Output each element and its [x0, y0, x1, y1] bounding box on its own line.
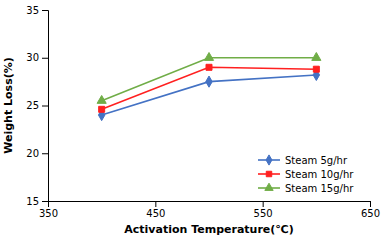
- y-tick-mark: [42, 10, 48, 11]
- series: [97, 52, 321, 103]
- legend-marker: [266, 171, 271, 176]
- y-tick-label: 15: [26, 196, 39, 207]
- series-line: [102, 58, 317, 101]
- point-marker: [206, 76, 212, 87]
- legend-label: Steam 10g/hr: [285, 169, 354, 180]
- point-marker: [99, 106, 105, 112]
- y-tick-label: 35: [26, 5, 39, 16]
- x-tick: 350: [39, 201, 58, 219]
- series: [98, 69, 319, 120]
- y-tick: 25: [26, 100, 48, 111]
- x-tick-label: 350: [39, 208, 58, 219]
- plot: 350 450 550 650 15 20 25 30 35 Steam 5g/hr Steam 1…: [26, 5, 380, 219]
- legend-label: Steam 15g/hr: [285, 183, 354, 194]
- chart: 350 450 550 650 15 20 25 30 35 Steam 5g/hr Steam 1…: [0, 0, 384, 239]
- y-tick: 15: [26, 196, 48, 207]
- y-axis: 15 20 25 30 35: [26, 5, 48, 207]
- y-tick-mark: [42, 58, 48, 59]
- x-tick-label: 550: [254, 208, 273, 219]
- legend-marker: [265, 183, 273, 190]
- point-marker: [206, 64, 212, 70]
- legend-item: Steam 5g/hr: [258, 155, 348, 166]
- x-tick-mark: [370, 201, 371, 207]
- x-tick-mark: [263, 201, 264, 207]
- y-tick: 30: [26, 52, 48, 63]
- y-tick-label: 20: [26, 148, 39, 159]
- y-axis-title: Weight Loss(%): [2, 57, 15, 154]
- y-tick: 20: [26, 148, 48, 159]
- x-axis-title: Activation Temperature(℃): [124, 223, 293, 236]
- point-marker: [204, 52, 213, 60]
- y-tick-label: 30: [26, 52, 39, 63]
- x-tick: 650: [361, 201, 380, 219]
- x-axis-line: [49, 202, 371, 208]
- y-tick: 35: [26, 5, 48, 16]
- point-marker: [97, 95, 106, 103]
- x-tick: 450: [146, 201, 165, 219]
- x-tick: 550: [254, 201, 273, 219]
- y-tick-mark: [42, 201, 48, 202]
- series-line: [102, 75, 317, 115]
- legend: Steam 5g/hr Steam 10g/hr Steam 15g/hr: [258, 155, 354, 194]
- legend-item: Steam 10g/hr: [258, 169, 354, 180]
- x-tick-mark: [155, 201, 156, 207]
- point-marker: [313, 66, 319, 72]
- y-tick-label: 25: [26, 100, 39, 111]
- marks: [97, 52, 321, 120]
- x-axis: 350 450 550 650: [39, 201, 380, 219]
- x-tick-label: 650: [361, 208, 380, 219]
- y-tick-mark: [42, 106, 48, 107]
- y-tick-mark: [42, 153, 48, 154]
- legend-item: Steam 15g/hr: [258, 183, 354, 194]
- point-marker: [312, 52, 321, 60]
- y-axis-line: [42, 11, 49, 202]
- x-tick-label: 450: [146, 208, 165, 219]
- legend-label: Steam 5g/hr: [285, 155, 348, 166]
- legend-marker: [266, 155, 272, 165]
